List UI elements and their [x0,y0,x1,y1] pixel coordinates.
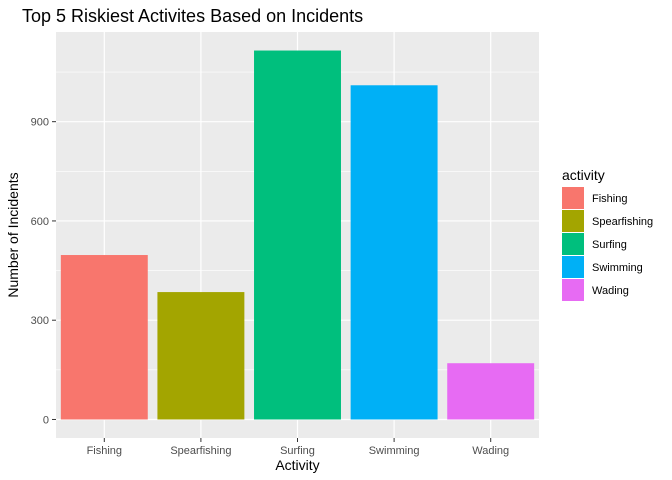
legend-label: Swimming [592,262,643,274]
legend-label: Spearfishing [592,216,653,228]
legend-key [562,210,584,232]
legend-key [562,279,584,301]
y-tick-label: 300 [31,315,49,327]
legend-label: Fishing [592,193,627,205]
bar-fishing [60,255,148,420]
bar-wading [447,363,535,420]
y-axis-ticks: 0 300 600 900 [31,117,56,426]
x-tick-label: Wading [472,445,509,457]
bar-spearfishing [157,292,245,420]
bar-swimming [350,85,438,420]
x-tick-label: Spearfishing [170,445,231,457]
bar-surfing [254,50,341,420]
legend-key [562,187,584,209]
legend-label: Surfing [592,239,627,251]
x-tick-label: Swimming [369,445,420,457]
legend: activity Fishing Spearfishing Surfing Swimm… [562,167,653,301]
y-tick-label: 600 [31,216,49,228]
legend-key [562,256,584,278]
x-tick-label: Surfing [280,445,315,457]
x-tick-label: Fishing [87,445,122,457]
bars [60,50,535,420]
y-axis-title: Number of Incidents [5,172,21,297]
legend-title: activity [562,167,605,183]
x-axis-title: Activity [275,457,319,473]
chart-title: Top 5 Riskiest Activites Based on Incide… [22,6,363,26]
y-tick-label: 900 [31,117,49,129]
legend-label: Wading [592,285,629,297]
y-tick-label: 0 [43,414,49,426]
legend-key [562,233,584,255]
x-axis-ticks: Fishing Spearfishing Surfing Swimming Wading [87,438,509,457]
